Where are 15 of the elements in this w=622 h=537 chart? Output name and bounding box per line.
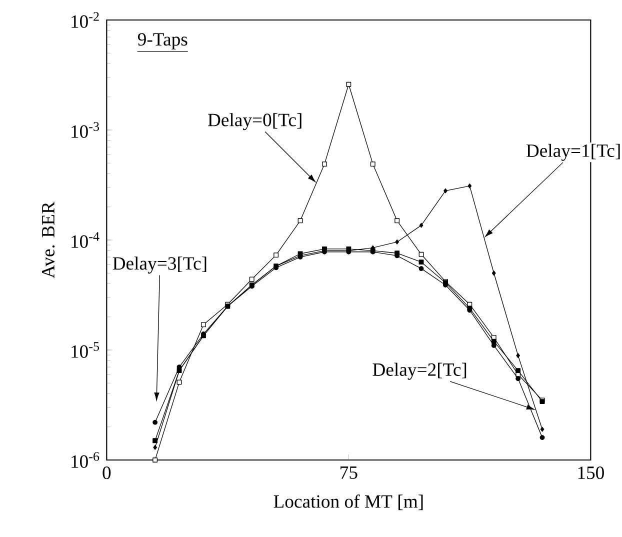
y-tick-label: 10$^{-5}$ xyxy=(72,342,100,358)
x-tick-label: 75 xyxy=(340,466,358,479)
x-axis-title: Location of MT [m] xyxy=(274,494,423,510)
x-tick-label: 0 xyxy=(102,466,111,480)
y-tick-label: 10$^{-6}$ xyxy=(72,452,100,468)
y-axis-title: Ave. BER xyxy=(42,202,55,278)
y-tick-label: 10$^{-2}$ xyxy=(72,12,99,28)
text: 9-Taps xyxy=(138,33,188,50)
y-tick-label: 10$^{-3}$ xyxy=(72,122,100,138)
annotation: Delay=3[Tc] xyxy=(112,256,206,274)
annotation: Delay=2[Tc] xyxy=(372,362,466,380)
annotation: Delay=1[Tc] xyxy=(526,144,620,161)
annotation: Delay=0[Tc] xyxy=(208,113,302,130)
x-tick-label: 150 xyxy=(578,466,604,480)
y-tick-label: 10$^{-4}$ xyxy=(72,232,100,248)
